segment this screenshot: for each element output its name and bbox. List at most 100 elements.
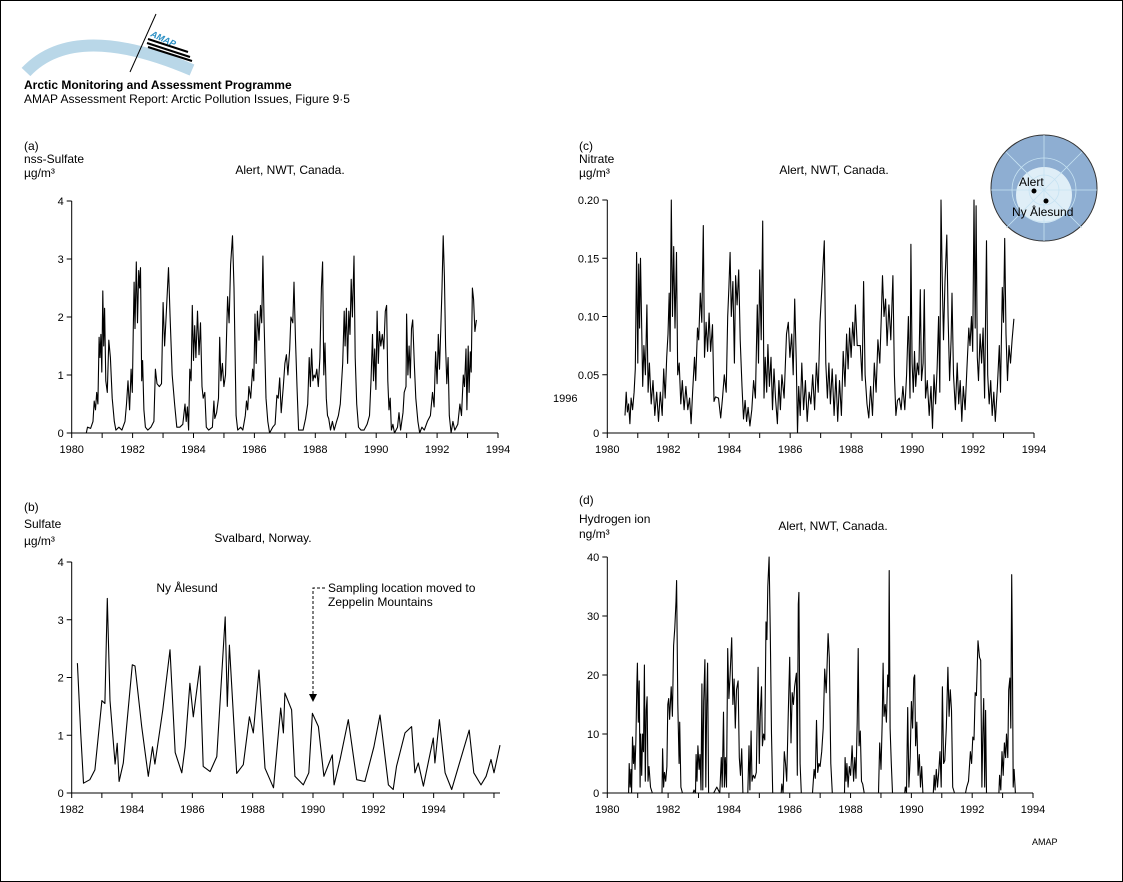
y-axis-label: Hydrogen ion	[579, 512, 650, 526]
y-tick-label: 0.20	[578, 195, 599, 207]
panel-d: 0 10 20 30 40 1980 1982 1984 1986 1988 1990 1992 199…	[587, 552, 1045, 816]
y-tick-label: 2	[58, 312, 64, 324]
map-label-alert: Alert	[1019, 175, 1044, 189]
y-axis-unit: µg/m³	[579, 166, 610, 180]
site-annotation: Ny Ålesund	[156, 580, 217, 595]
y-axis-unit: µg/m³	[24, 534, 55, 548]
x-tick-label: 1994	[421, 804, 445, 816]
arctic-map-inset: Alert Ny Ålesund	[990, 134, 1098, 242]
x-tick-label: 1992	[961, 444, 985, 456]
y-tick-label: 20	[587, 670, 599, 682]
y-axis-unit: µg/m³	[24, 166, 55, 180]
y-tick-label: 3	[58, 254, 64, 266]
x-tick-label: 1994	[1022, 444, 1046, 456]
x-tick-label: 1988	[303, 444, 327, 456]
logo-bar	[147, 38, 189, 53]
x-tick-label: 1982	[656, 804, 680, 816]
x-tick-label: 1994	[1021, 804, 1045, 816]
panel-b: 0 1 2 3 4 1982 1984 1986 1988 1990 1992 1994	[58, 557, 501, 816]
stray-year-label: 1996	[553, 393, 577, 405]
map-label-ny-alesund: Ny Ålesund	[1012, 204, 1073, 219]
chart-title: Alert, NWT, Canada.	[778, 519, 887, 533]
series-line-c	[624, 199, 1015, 434]
panel-label: (d)	[579, 493, 594, 507]
y-tick-label: 4	[58, 557, 64, 569]
panel-a-labels: (a) nss-Sulfate µg/m³ Alert, NWT, Canada…	[24, 139, 345, 180]
x-tick-label: 1984	[181, 444, 205, 456]
relocation-arrowhead	[309, 694, 317, 702]
panel-label: (c)	[579, 139, 593, 153]
x-tick-label: 1986	[180, 804, 204, 816]
x-tick-label: 1980	[595, 804, 619, 816]
y-axis-unit: ng/m³	[579, 527, 610, 541]
x-tick-label: 1988	[838, 804, 862, 816]
map-graticule	[991, 135, 1097, 241]
x-tick-label: 1982	[59, 804, 83, 816]
logo-bar	[146, 42, 191, 58]
x-tick-label: 1986	[242, 444, 266, 456]
alert-marker	[1031, 188, 1037, 194]
footer-credit: AMAP	[1032, 837, 1058, 847]
x-tick-label: 1988	[240, 804, 264, 816]
x-tick-label: 1984	[120, 804, 144, 816]
panel-d-labels: (d) Hydrogen ion ng/m³ Alert, NWT, Canad…	[579, 493, 888, 541]
y-tick-label: 10	[587, 729, 599, 741]
x-tick-label: 1988	[839, 444, 863, 456]
amap-logo: AMAP	[21, 13, 195, 77]
x-tick-label: 1994	[486, 444, 510, 456]
x-tick-label: 1980	[595, 444, 619, 456]
x-tick-label: 1982	[656, 444, 680, 456]
panel-label: (a)	[24, 139, 39, 153]
y-axis-label: nss-Sulfate	[24, 152, 84, 166]
relocation-note-line1: Sampling location moved to	[328, 581, 476, 595]
series-line-a	[85, 235, 477, 434]
y-tick-label: 0	[593, 788, 599, 800]
relocation-arrow	[312, 587, 325, 698]
y-tick-label: 0.15	[578, 253, 599, 265]
chart-title: Svalbard, Norway.	[214, 531, 311, 545]
y-tick-label: 30	[587, 611, 599, 623]
logo-arc	[21, 39, 195, 77]
chart-title: Alert, NWT, Canada.	[779, 163, 888, 177]
panel-a: 0 1 2 3 4 1980 1982 1984 1986 1988 1990 1992 1994	[58, 196, 511, 456]
x-tick-label: 1986	[778, 804, 802, 816]
panel-b-labels: (b) Sulfate µg/m³ Svalbard, Norway. Ny Å…	[24, 500, 476, 702]
series-line-d	[628, 556, 1016, 794]
y-axis-label: Sulfate	[24, 517, 62, 531]
y-tick-label: 1	[58, 370, 64, 382]
series-line-b	[76, 597, 501, 791]
x-tick-label: 1990	[364, 444, 388, 456]
y-tick-label: 0.10	[578, 312, 599, 324]
y-tick-label: 40	[587, 552, 599, 564]
y-tick-label: 0	[593, 428, 599, 440]
x-tick-label: 1984	[717, 444, 741, 456]
x-tick-label: 1990	[301, 804, 325, 816]
y-tick-label: 2	[58, 673, 64, 685]
x-tick-label: 1986	[778, 444, 802, 456]
x-tick-label: 1990	[899, 804, 923, 816]
logo-slash	[129, 13, 157, 73]
x-tick-label: 1992	[425, 444, 449, 456]
ny-alesund-marker	[1043, 198, 1049, 204]
y-tick-label: 0.05	[578, 370, 599, 382]
y-tick-label: 0	[58, 428, 64, 440]
y-tick-label: 0	[58, 788, 64, 800]
org-title: Arctic Monitoring and Assessment Program…	[24, 78, 292, 92]
plots: 0 1 2 3 4 1980 1982 1984 1986 1988 1990 1992 1994 0 1 2…	[58, 195, 1047, 816]
x-tick-label: 1992	[361, 804, 385, 816]
logo-text: AMAP	[148, 28, 178, 49]
x-tick-label: 1980	[59, 444, 83, 456]
report-subtitle: AMAP Assessment Report: Arctic Pollution…	[24, 92, 350, 106]
chart-title: Alert, NWT, Canada.	[235, 163, 344, 177]
relocation-note-line2: Zeppelin Mountains	[328, 595, 433, 609]
logo-bar	[147, 46, 193, 62]
x-tick-label: 1992	[960, 804, 984, 816]
x-tick-label: 1982	[120, 444, 144, 456]
x-tick-label: 1990	[900, 444, 924, 456]
y-tick-label: 1	[58, 730, 64, 742]
y-axis-label: Nitrate	[579, 152, 615, 166]
panel-c-labels: (c) Nitrate µg/m³ Alert, NWT, Canada. 19…	[553, 139, 889, 405]
panel-c: 0 0.05 0.10 0.15 0.20 1980 1982 1984 1986 1988 199…	[578, 195, 1046, 456]
y-tick-label: 4	[58, 196, 64, 208]
